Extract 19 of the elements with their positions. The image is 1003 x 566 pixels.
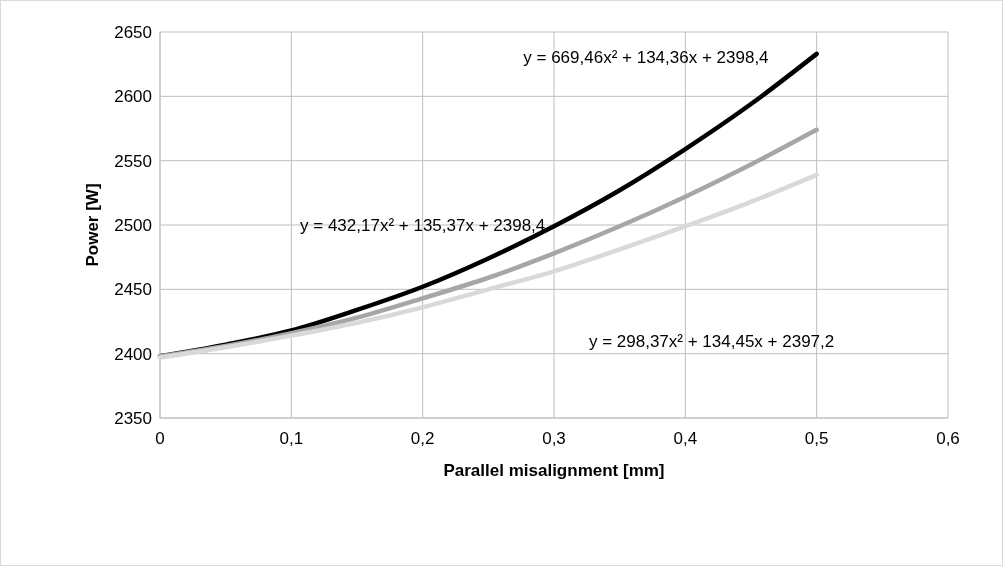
x-axis-title: Parallel misalignment [mm]: [443, 461, 665, 480]
y-tick-label: 2400: [114, 344, 152, 364]
annotation: y = 298,37x² + 134,45x + 2397,2: [588, 331, 835, 351]
annotation: y = 669,46x² + 134,36x + 2398,4: [523, 48, 769, 68]
x-tick-label: 0,4: [673, 429, 698, 448]
x-tick-label: 0,1: [279, 429, 304, 448]
annotation: y = 432,17x² + 135,37x + 2398,4: [300, 216, 546, 235]
y-tick-label: 2350: [114, 408, 152, 428]
x-tick-label: 0: [155, 429, 165, 448]
y-axis-title: Power [W]: [83, 183, 102, 267]
x-tick-label: 0,5: [804, 429, 829, 448]
x-tick-label: 0,2: [410, 429, 435, 448]
y-tick-label: 2600: [114, 87, 152, 107]
y-tick-label: 2650: [114, 22, 152, 42]
y-tick-label: 2500: [114, 215, 152, 235]
x-tick-label: 0,6: [936, 429, 960, 448]
y-tick-label: 2450: [114, 280, 152, 300]
x-tick-label: 0,3: [542, 429, 566, 448]
y-tick-label: 2550: [114, 151, 152, 171]
